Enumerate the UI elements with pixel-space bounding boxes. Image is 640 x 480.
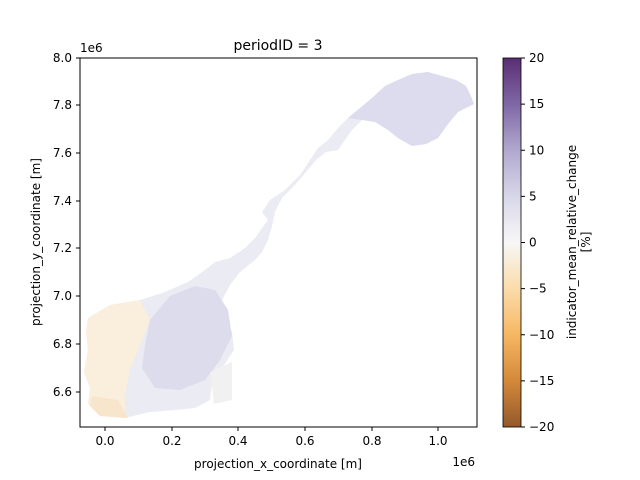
colorbar-tick-label: −15 [529, 374, 554, 388]
colorbar-tick-label: 5 [529, 189, 537, 203]
y-tick: 7.8 [53, 98, 80, 112]
y-tick-label: 7.6 [53, 146, 72, 160]
colorbar-label-line2: [%] [579, 232, 593, 253]
colorbar-label-line1: indicator_mean_relative_change [565, 145, 579, 339]
y-tick-label: 6.8 [53, 337, 72, 351]
colorbar-gradient [502, 57, 522, 428]
x-tick-label: 1.0 [428, 434, 447, 448]
colorbar-ticks: 20 15 10 5 0 −5 −10 −15 −20 [521, 51, 554, 434]
colorbar-tick-label: 20 [529, 51, 544, 65]
y-tick: 7.4 [53, 194, 80, 208]
map-region-southwest [84, 300, 150, 418]
y-tick: 6.8 [53, 337, 80, 351]
plot-frame [79, 57, 478, 428]
map-region-southeast [210, 362, 232, 404]
x-tick-label: 0.4 [228, 434, 247, 448]
y-tick-label: 8.0 [53, 51, 72, 65]
y-tick-label: 7.0 [53, 289, 72, 303]
colorbar-tick-label: 10 [529, 143, 544, 157]
y-tick: 7.6 [53, 146, 80, 160]
y-offset-label: 1e6 [80, 41, 103, 55]
x-offset-label: 1e6 [452, 455, 475, 469]
x-tick-label: 0.2 [162, 434, 181, 448]
y-tick-label: 7.8 [53, 98, 72, 112]
y-tick: 6.6 [53, 385, 80, 399]
x-tick: 0.4 [228, 427, 248, 448]
y-tick: 8.0 [53, 51, 80, 65]
x-axis: 0.0 0.2 0.4 0.6 0.8 1.0 projection_x_coo… [95, 427, 475, 471]
x-tick-label: 0.6 [295, 434, 314, 448]
y-axis: 6.6 6.8 7.0 7.2 7.4 7.6 7.8 8.0 [29, 41, 103, 399]
colorbar-tick-label: 0 [529, 236, 537, 250]
map-region-southwest-tip [90, 396, 128, 418]
x-axis-label: projection_x_coordinate [m] [194, 457, 362, 471]
y-tick-label: 7.2 [53, 241, 72, 255]
x-tick-label: 0.8 [362, 434, 381, 448]
x-tick: 0.0 [95, 427, 115, 448]
y-tick: 7.2 [53, 241, 80, 255]
colorbar-tick-label: −20 [529, 420, 554, 434]
x-tick-label: 0.0 [95, 434, 114, 448]
map-region-finnmark [348, 72, 474, 146]
y-tick: 7.0 [53, 289, 80, 303]
y-tick-label: 6.6 [53, 385, 72, 399]
colorbar: 20 15 10 5 0 −5 −10 −15 −20 indicator_mean_relat… [502, 51, 593, 434]
map-region-interior [142, 286, 232, 390]
x-tick: 0.8 [362, 427, 382, 448]
x-tick: 0.2 [162, 427, 182, 448]
x-tick: 1.0 [428, 427, 448, 448]
y-axis-label: projection_y_coordinate [m] [29, 158, 43, 326]
x-tick: 0.6 [295, 427, 315, 448]
colorbar-tick-label: −10 [529, 328, 554, 342]
norway-map [84, 72, 474, 418]
colorbar-tick-label: −5 [529, 282, 547, 296]
chart-title: periodID = 3 [233, 38, 322, 54]
colorbar-tick-label: 15 [529, 97, 544, 111]
y-tick-label: 7.4 [53, 194, 72, 208]
